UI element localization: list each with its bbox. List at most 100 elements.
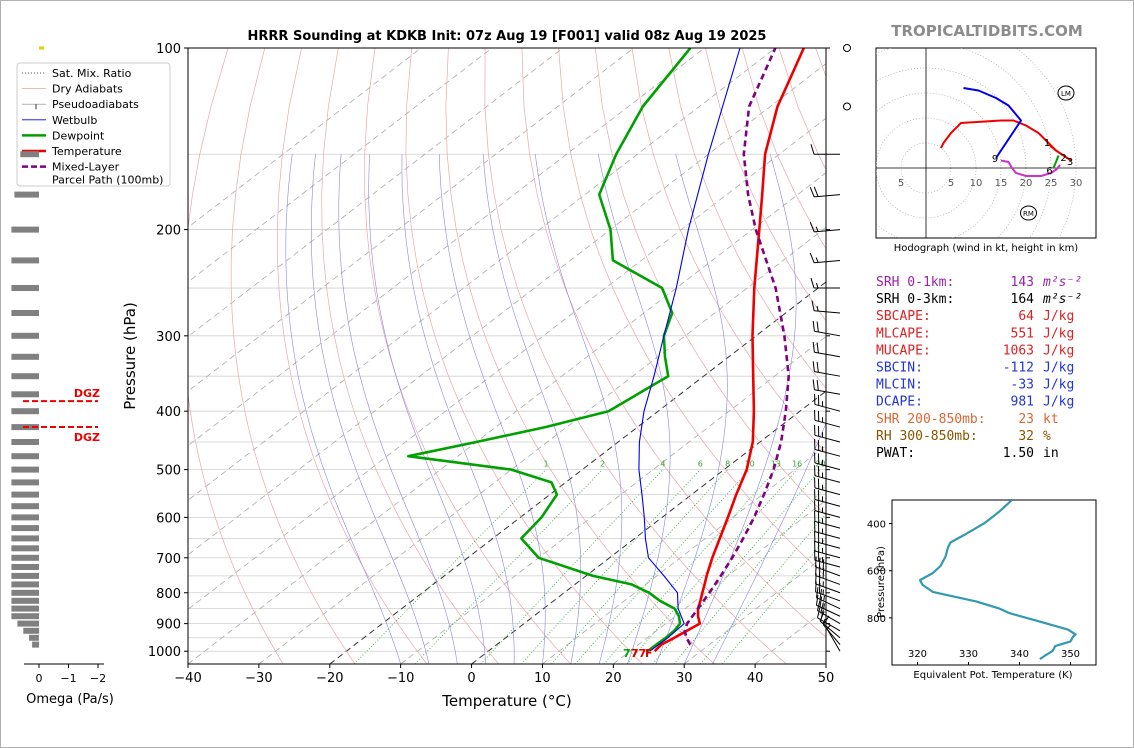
index-unit: kt <box>1043 412 1059 427</box>
dry-adiabat-line <box>778 48 826 171</box>
barb-flag <box>819 588 823 600</box>
barb-staff <box>826 628 841 652</box>
barb-flag <box>810 144 815 155</box>
barb-staff <box>814 550 841 559</box>
wind-barb <box>810 144 840 155</box>
mixing-ratio-line <box>414 469 603 664</box>
legend-label: Pseudoadiabats <box>52 98 139 111</box>
barb-staff <box>814 419 841 428</box>
isotherm-line <box>188 48 705 447</box>
barb-flag <box>816 361 819 373</box>
barb-staff <box>814 229 841 233</box>
index-label: SRH 0-1km: <box>876 275 954 290</box>
barb-flag <box>819 596 823 608</box>
wind-barb <box>814 500 841 518</box>
barb-flag <box>809 221 815 233</box>
barb-staff <box>814 487 841 496</box>
barb-flag <box>822 567 825 579</box>
barb-half-flag <box>826 624 831 630</box>
isotherm-line <box>329 281 826 664</box>
x-tick-label: 30 <box>676 671 693 686</box>
omega-bar <box>14 191 39 198</box>
y-tick-label: 600 <box>156 511 181 526</box>
index-value: 32 <box>1018 429 1034 444</box>
index-unit: J/kg <box>1043 378 1074 393</box>
legend: Sat. Mix. Ratio Dry Adiabats Pseudoadiabat… <box>16 62 171 187</box>
index-value: 64 <box>1018 309 1034 324</box>
omega-bar <box>11 353 39 360</box>
surface-dewpoint-label: 77 <box>623 647 638 660</box>
barb-half-flag <box>823 603 825 609</box>
barb-flag <box>815 594 819 606</box>
hodograph-trace <box>1047 142 1057 152</box>
wind-barb <box>814 452 841 471</box>
hodograph-height-label: 6 <box>1046 166 1052 177</box>
wind-barb <box>811 300 841 314</box>
dry-adiabat-line <box>276 48 428 664</box>
theta-e-line <box>918 500 1077 661</box>
barb-flag <box>816 600 821 611</box>
mixing-ratio-label: 6 <box>698 460 703 469</box>
omega-bar <box>11 491 39 498</box>
storm-motion-marker <box>1057 85 1075 101</box>
storm-motion-marker <box>1020 205 1037 221</box>
dry-adiabat-line <box>230 48 356 664</box>
barb-staff <box>814 510 841 518</box>
wind-barbs <box>809 44 851 652</box>
theta-x-tick-label: 350 <box>1061 649 1080 660</box>
omega-tick-label: −2 <box>90 672 106 685</box>
theta-x-tick-label: 340 <box>1010 649 1029 660</box>
wind-barb <box>809 252 841 264</box>
index-unit: J/kg <box>1043 326 1074 341</box>
barb-staff <box>816 604 841 617</box>
barb-flag <box>812 320 815 332</box>
skewt-plot: 1246810131620243036 −40−30−20−1001020304… <box>121 42 1134 710</box>
wind-barb <box>814 409 841 428</box>
index-unit: J/kg <box>1043 343 1074 358</box>
wind-barb <box>814 465 841 483</box>
wind-barb <box>810 277 840 289</box>
hodograph-height-label: 9 <box>992 154 998 165</box>
wind-barb <box>809 221 841 233</box>
barb-staff <box>814 520 841 529</box>
omega-bar <box>11 613 39 620</box>
dry-adiabat-line <box>188 48 284 664</box>
moist-adiabat-line <box>285 154 401 664</box>
dry-adiabat-line <box>405 48 643 664</box>
dry-adiabat-line <box>1073 48 1134 664</box>
x-tick-label: 20 <box>605 671 622 686</box>
mixing-ratio-label: 8 <box>725 460 730 469</box>
x-tick-label: 40 <box>747 671 764 686</box>
barb-staff <box>815 591 841 602</box>
barb-staff <box>814 194 841 198</box>
index-label: SBCAPE: <box>876 309 931 324</box>
barb-flag <box>819 611 825 622</box>
legend-label: Sat. Mix. Ratio <box>52 67 132 80</box>
barb-flag <box>816 380 819 391</box>
theta-ylabel: Pressure (hPa) <box>876 546 887 618</box>
dry-adiabat-line <box>631 48 826 454</box>
barb-half-flag <box>816 282 819 289</box>
barb-staff <box>822 624 841 645</box>
omega-bar <box>20 151 39 158</box>
storm-motion-label: RM <box>1023 210 1034 218</box>
omega-bar <box>11 554 39 561</box>
wind-barb <box>815 594 841 617</box>
mixing-ratio-label: 10 <box>745 460 755 469</box>
index-value: 23 <box>1018 412 1034 427</box>
omega-panel: DGZ DGZ 0 −1 −2 Omega (Pa/s) <box>11 46 114 707</box>
moist-adiabat-line <box>368 154 486 664</box>
omega-bar <box>11 572 39 579</box>
omega-bar <box>11 373 39 380</box>
barb-flag <box>812 341 815 353</box>
y-tick-label: 500 <box>156 464 181 479</box>
barb-flag <box>809 186 815 198</box>
index-label: SHR 200-850mb: <box>876 412 986 427</box>
index-unit: m²s⁻² <box>1042 292 1082 307</box>
x-tick-label: −20 <box>316 671 343 686</box>
omega-xlabel: Omega (Pa/s) <box>26 692 114 707</box>
barb-half-flag <box>822 618 826 624</box>
omega-bar <box>11 581 39 588</box>
